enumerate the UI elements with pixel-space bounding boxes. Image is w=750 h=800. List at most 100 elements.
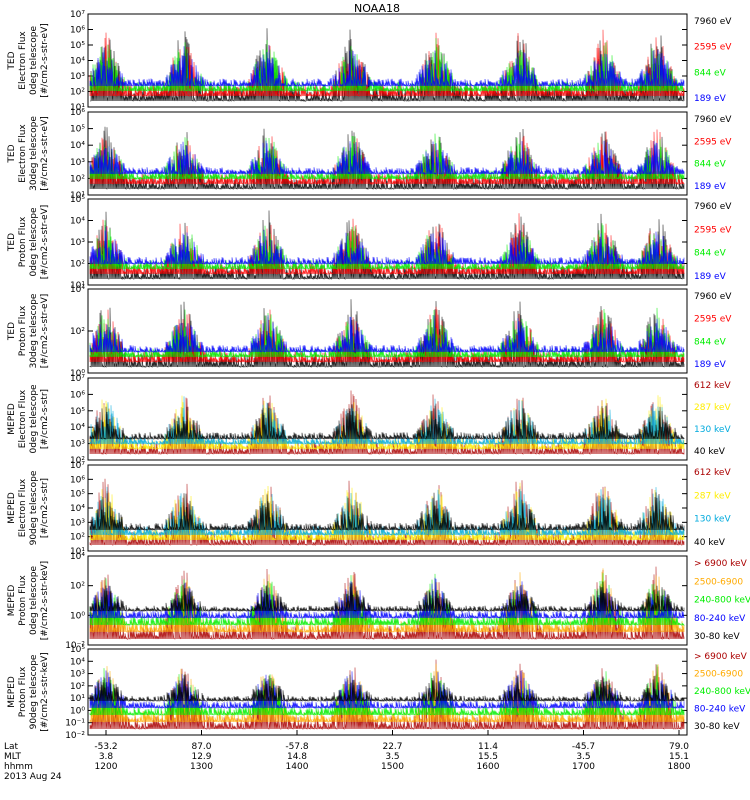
- legend-entry: 240-800 keV: [694, 596, 750, 606]
- x-tick-label: 1200: [95, 762, 118, 772]
- y-tick-label: 10⁴: [70, 423, 85, 433]
- legend-entry: 2500-6900: [694, 577, 743, 587]
- legend-entry: 2595 eV: [694, 315, 732, 325]
- y-axis-label: 90deg telescope: [29, 470, 39, 545]
- panel-6: 10¹ 10² 10³ 10⁴ 10⁵ 10⁶ 10⁷ MEPED Electron Flux 9…: [7, 461, 731, 557]
- y-axis-label: [#/cm2-s-str]: [40, 389, 50, 449]
- y-tick-label: 10⁴: [70, 285, 85, 295]
- y-tick-label: 10⁰: [70, 706, 85, 716]
- y-tick-label: 10¹: [70, 103, 85, 113]
- y-tick-label: 10⁴: [70, 552, 85, 562]
- x-tick-label: -45.7: [572, 742, 595, 752]
- y-axis-label: MEPED: [7, 403, 17, 435]
- x-tick-label: 12.9: [191, 752, 211, 762]
- legend-entry: 287 keV: [694, 403, 731, 413]
- flux-trace: [89, 140, 685, 176]
- legend-entry: 844 eV: [694, 68, 727, 78]
- y-tick-label: 10²: [70, 456, 85, 466]
- y-axis-label: TED: [7, 51, 17, 70]
- panel-5: 10² 10³ 10⁴ 10⁵ 10⁶ 10⁷ MEPED Electron Flux 0deg…: [7, 374, 731, 466]
- y-axis-label: [#/cm2-s-str-eV]: [40, 205, 50, 280]
- y-tick-label: 10⁴: [70, 657, 85, 667]
- y-tick-label: 10³: [70, 158, 85, 168]
- y-axis-label: MEPED: [7, 585, 17, 617]
- y-axis-label: Electron Flux: [18, 124, 28, 183]
- y-axis-label: Proton Flux: [18, 216, 28, 267]
- y-tick-label: 10⁴: [70, 57, 85, 67]
- legend-entry: 287 keV: [694, 491, 731, 501]
- x-tick-label: 79.0: [669, 742, 689, 752]
- x-tick-label: -57.8: [285, 742, 309, 752]
- y-axis-label: Electron Flux: [18, 31, 28, 90]
- panel-8: 10⁻² 10⁻¹ 10⁰ 10¹ 10² 10³ 10⁴ 10⁵ MEPED Proton Fl…: [7, 645, 750, 741]
- y-tick-label: 10⁴: [70, 217, 85, 227]
- legend-entry: 612 keV: [694, 381, 731, 391]
- y-tick-label: 10³: [70, 72, 85, 82]
- legend-entry: 7960 eV: [694, 202, 732, 212]
- y-tick-label: 10⁶: [70, 26, 85, 36]
- y-axis-label: Electron Flux: [18, 389, 28, 448]
- legend-entry: 2595 eV: [694, 43, 732, 53]
- x-tick-label: 22.7: [382, 742, 402, 752]
- legend-entry: 844 eV: [694, 160, 727, 170]
- y-tick-label: 10⁶: [70, 390, 85, 400]
- x-tick-label: 3.8: [99, 752, 114, 762]
- legend-entry: 30-80 keV: [694, 632, 740, 642]
- y-axis-label: [#/cm2-s-str-eV]: [40, 23, 50, 98]
- x-row-label: Lat: [4, 742, 19, 752]
- y-tick-label: 10²: [70, 682, 85, 692]
- legend-entry: 80-240 keV: [694, 705, 746, 715]
- y-tick-label: 10⁵: [70, 407, 85, 417]
- y-axis-label: TED: [7, 144, 17, 163]
- x-tick-label: 14.8: [287, 752, 307, 762]
- legend-entry: > 6900 keV: [694, 652, 748, 662]
- y-tick-label: 10¹: [70, 191, 85, 201]
- y-axis-label: 0deg telescope: [29, 207, 39, 277]
- x-tick-label: 1600: [477, 762, 500, 772]
- panel-7: 10⁻² 10⁰ 10² 10⁴ MEPED Proton Flux 0deg telesc…: [7, 552, 750, 651]
- figure-title: NOAA18: [354, 2, 400, 15]
- y-tick-label: 10⁷: [70, 10, 85, 20]
- y-tick-label: 10³: [70, 518, 85, 528]
- y-axis-label: 0deg telescope: [29, 566, 39, 636]
- y-tick-label: 10²: [70, 260, 85, 270]
- y-tick-label: 10⁵: [70, 490, 85, 500]
- flux-trace: [89, 673, 685, 703]
- legend-entry: > 6900 keV: [694, 559, 748, 569]
- flux-trace: [89, 315, 685, 354]
- panel-2: 10¹ 10² 10³ 10⁴ 10⁵ 10⁶ TED Electron Flux 30deg …: [7, 108, 732, 201]
- flux-trace: [89, 486, 685, 537]
- y-axis-label: [#/cm2-s-str-keV]: [40, 652, 50, 731]
- legend-entry: 189 eV: [694, 182, 727, 192]
- y-tick-label: 10⁰: [70, 369, 85, 379]
- y-tick-label: 10²: [70, 582, 85, 592]
- x-tick-label: -53.2: [94, 742, 117, 752]
- flux-trace: [89, 403, 685, 441]
- legend-entry: 40 keV: [694, 538, 726, 548]
- y-tick-label: 10³: [70, 440, 85, 450]
- y-tick-label: 10⁵: [70, 41, 85, 51]
- panel-1: 10¹ 10² 10³ 10⁴ 10⁵ 10⁶ 10⁷ TED Electron Flux 0de…: [7, 10, 732, 113]
- flux-trace: [89, 395, 685, 451]
- y-tick-label: 10²: [70, 88, 85, 98]
- x-tick-label: 1300: [190, 762, 213, 772]
- y-tick-label: 10²: [70, 327, 85, 337]
- legend-entry: 844 eV: [694, 337, 727, 347]
- y-axis-label: [#/cm2-s-str-eV]: [40, 294, 50, 369]
- x-tick-label: 15.5: [478, 752, 498, 762]
- x-tick-label: 15.1: [669, 752, 689, 762]
- y-tick-label: 10⁵: [70, 195, 85, 205]
- legend-entry: 612 keV: [694, 468, 731, 478]
- legend-entry: 7960 eV: [694, 17, 732, 27]
- x-tick-label: 11.4: [478, 742, 498, 752]
- flux-trace: [89, 29, 685, 98]
- y-tick-label: 10⁶: [70, 108, 85, 118]
- y-axis-label: Electron Flux: [18, 478, 28, 537]
- y-axis-label: [#/cm2-s-str-keV]: [40, 561, 50, 640]
- y-tick-label: 10²: [70, 533, 85, 543]
- x-tick-label: 1700: [572, 762, 595, 772]
- y-tick-label: 10¹: [70, 547, 85, 557]
- y-tick-label: 10⁻¹: [65, 719, 85, 729]
